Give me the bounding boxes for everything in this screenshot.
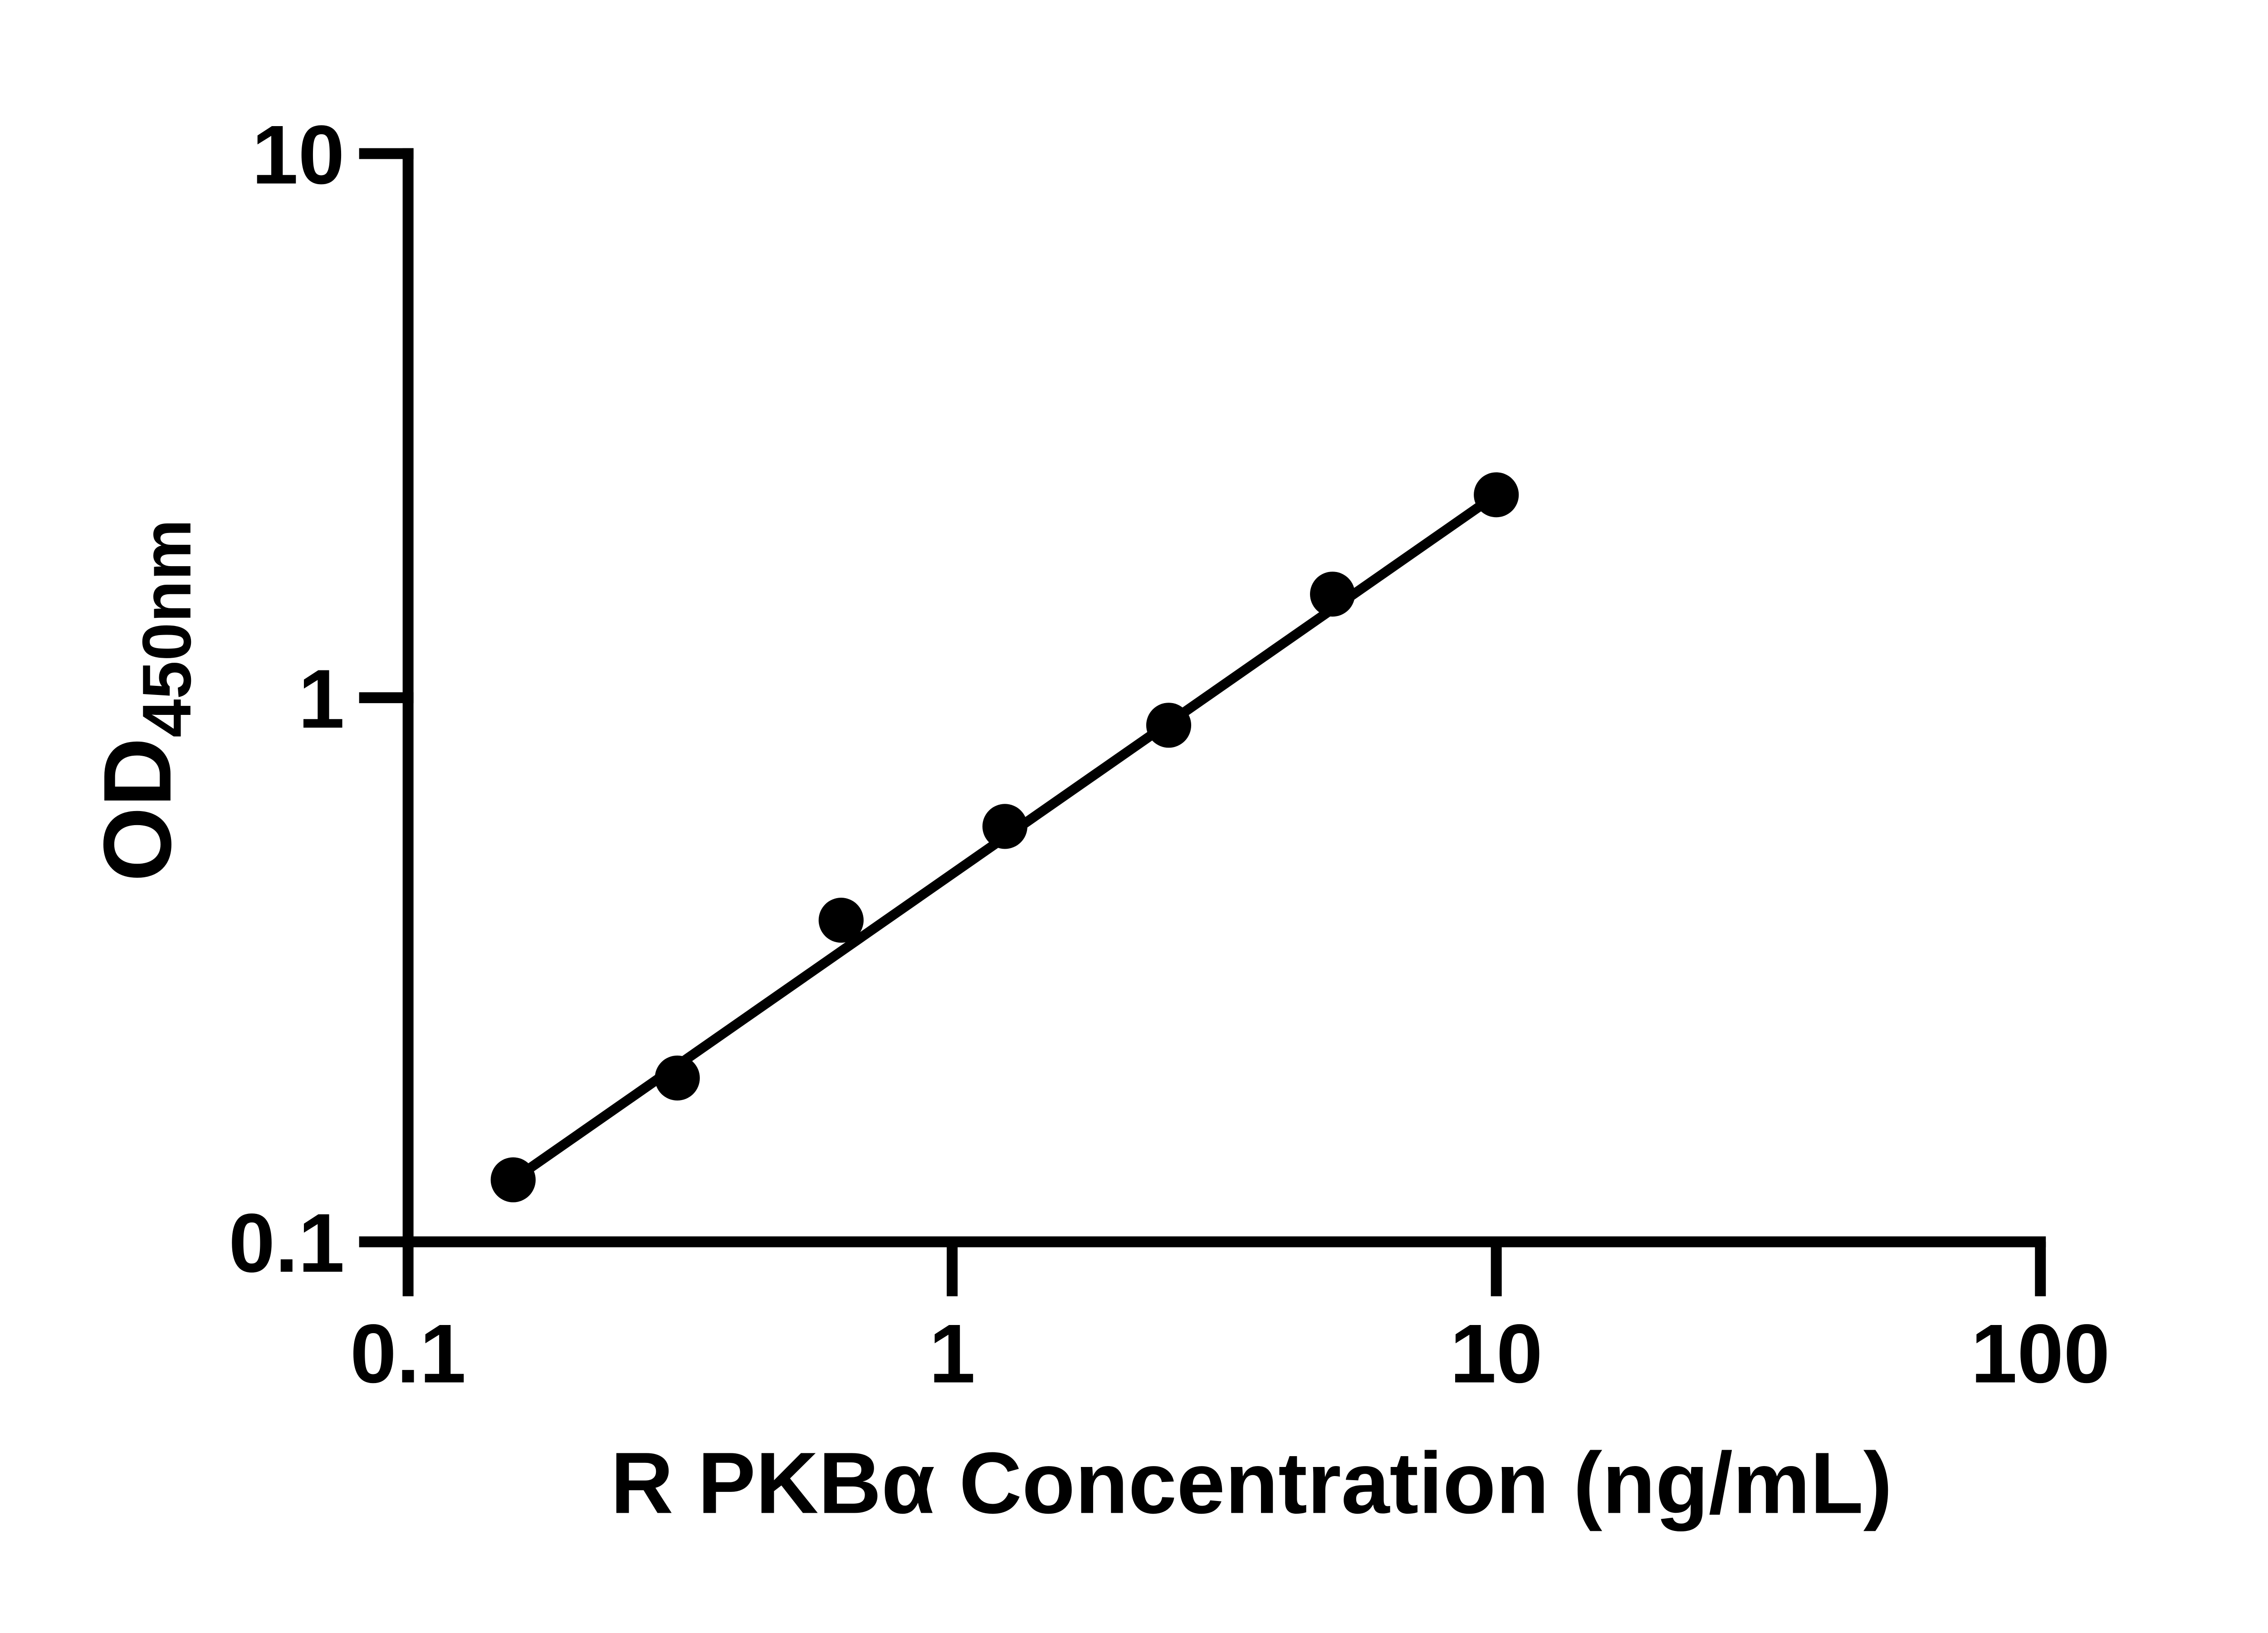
x-axis-title: R PKBα Concentration (ng/mL) <box>611 1434 1892 1531</box>
x-tick-label: 0.1 <box>350 1307 466 1400</box>
x-tick-label: 10 <box>1450 1307 1543 1400</box>
data-point <box>490 1157 536 1203</box>
data-point <box>1146 703 1192 748</box>
x-tick-label: 1 <box>929 1307 975 1400</box>
y-axis-title-main: OD <box>83 738 191 882</box>
data-point <box>982 804 1027 849</box>
data-point <box>1310 572 1355 617</box>
y-tick-label: 0.1 <box>229 1197 345 1290</box>
axes: 10 1 0.10.1 1 10 100 <box>229 108 2110 1400</box>
y-tick-label: 1 <box>298 652 344 745</box>
data-point <box>655 1055 700 1101</box>
y-axis-title-subscript: 450nm <box>128 519 205 737</box>
data-series <box>490 472 1519 1203</box>
y-axis-title: OD450nm <box>83 519 205 881</box>
x-tick-label: 100 <box>1971 1307 2110 1400</box>
data-point <box>1474 472 1519 518</box>
y-tick-label: 10 <box>252 108 345 201</box>
data-point <box>818 898 864 943</box>
